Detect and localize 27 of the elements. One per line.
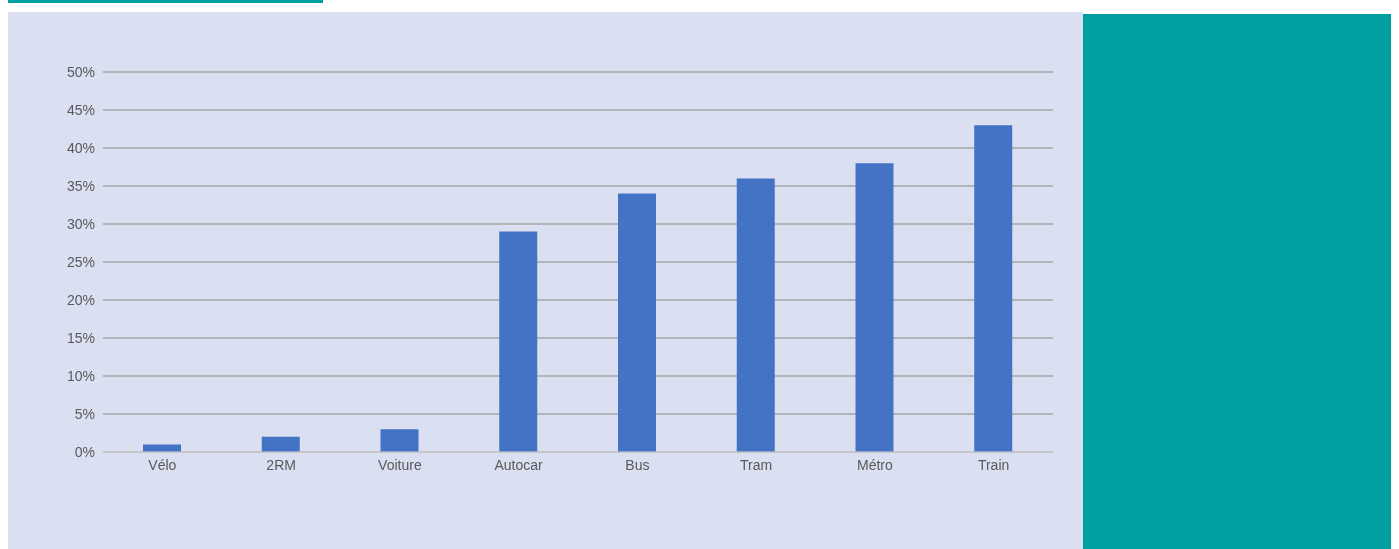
y-tick-label: 20% — [66, 291, 95, 308]
x-tick-label: 2RM — [266, 456, 296, 473]
bar — [143, 444, 181, 452]
y-tick-label: 15% — [66, 329, 95, 346]
bar — [855, 163, 894, 452]
bar — [974, 125, 1013, 452]
bar — [618, 193, 656, 452]
y-tick-label: 0% — [74, 443, 95, 460]
y-tick-label: 5% — [74, 405, 95, 422]
y-tick-label: 10% — [66, 367, 95, 384]
x-tick-label: Vélo — [148, 456, 177, 473]
x-tick-label: Bus — [625, 456, 650, 473]
bar — [499, 231, 538, 452]
x-tick-label: Métro — [856, 456, 893, 473]
x-tick-label: Tram — [740, 456, 773, 473]
y-tick-label: 50% — [66, 63, 95, 80]
x-tick-label: Autocar — [494, 456, 544, 473]
y-tick-label: 30% — [66, 215, 95, 232]
y-tick-label: 40% — [66, 139, 95, 156]
x-tick-label: Voiture — [378, 456, 422, 473]
bar — [380, 429, 419, 452]
y-tick-label: 25% — [66, 253, 95, 270]
bar — [261, 436, 300, 452]
x-tick-label: Train — [977, 456, 1010, 473]
bar — [736, 178, 775, 452]
y-tick-label: 45% — [66, 101, 95, 118]
y-tick-label: 35% — [66, 177, 95, 194]
